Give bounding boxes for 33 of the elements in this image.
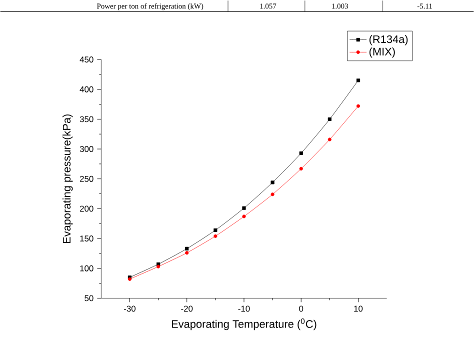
point [299,166,303,170]
y-tick-label: 150 [80,235,94,242]
y-axis-title: Evaporating pressure(kPa) [62,114,73,243]
legend-label: (R134a) [369,34,408,46]
y-tick-label: 200 [80,206,94,212]
point [185,251,189,255]
point [214,234,218,238]
point [356,104,360,108]
y-tick-label: 250 [80,176,94,182]
point [270,192,274,196]
y-tick-label: 400 [80,86,94,92]
y-tick-label: 50 [84,295,94,302]
point [328,138,332,142]
point [242,214,246,218]
x-tick-label: -30 [124,306,136,312]
x-tick-label: -10 [238,306,250,312]
y-tick-label: 100 [80,265,94,272]
x-axis-title: Evaporating Temperature ($^{0}$C) [172,318,316,330]
y-tick-label: 300 [80,146,94,152]
y-tick-label: 350 [80,116,94,122]
x-tick-label: 0 [299,306,304,312]
point [328,117,332,121]
point [356,78,360,82]
point [214,228,218,232]
legend-label: (MIX) [369,47,395,58]
point [270,180,274,184]
point [185,246,189,250]
point [242,206,246,210]
point [156,264,160,268]
x-tick-label: -20 [181,306,193,312]
x-tick-label: 10 [354,306,363,312]
y-tick-label: 450 [80,56,94,62]
point [299,151,303,155]
